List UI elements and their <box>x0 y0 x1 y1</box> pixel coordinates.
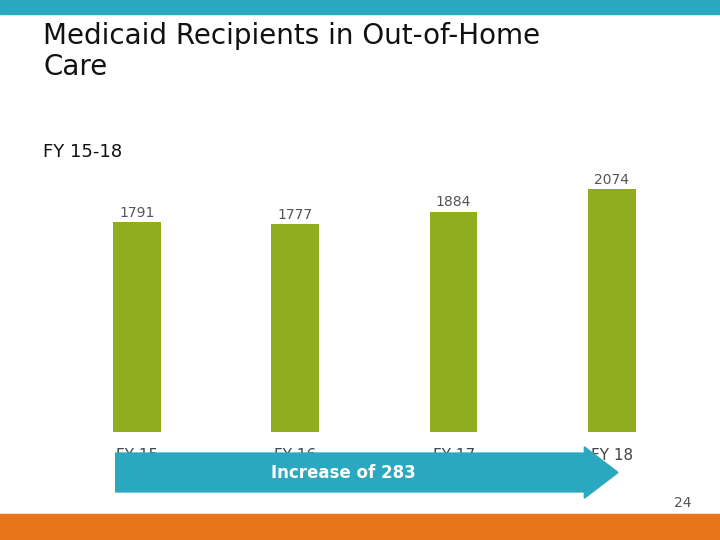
Text: 2074: 2074 <box>595 173 629 187</box>
Text: Increase of 283: Increase of 283 <box>271 463 415 482</box>
Bar <box>588 190 636 432</box>
Bar <box>430 212 477 432</box>
Text: 24: 24 <box>674 496 691 510</box>
Text: Medicaid Recipients in Out-of-Home
Care: Medicaid Recipients in Out-of-Home Care <box>43 22 540 81</box>
Text: 1777: 1777 <box>278 208 312 222</box>
FancyArrow shape <box>115 447 618 498</box>
Text: FY 15-18: FY 15-18 <box>43 143 122 161</box>
Text: 1884: 1884 <box>436 195 472 210</box>
Bar <box>271 224 319 432</box>
Text: 1791: 1791 <box>119 206 155 220</box>
Bar <box>113 222 161 432</box>
Text: Medicaid Data Unduplicated: Medicaid Data Unduplicated <box>22 521 219 534</box>
